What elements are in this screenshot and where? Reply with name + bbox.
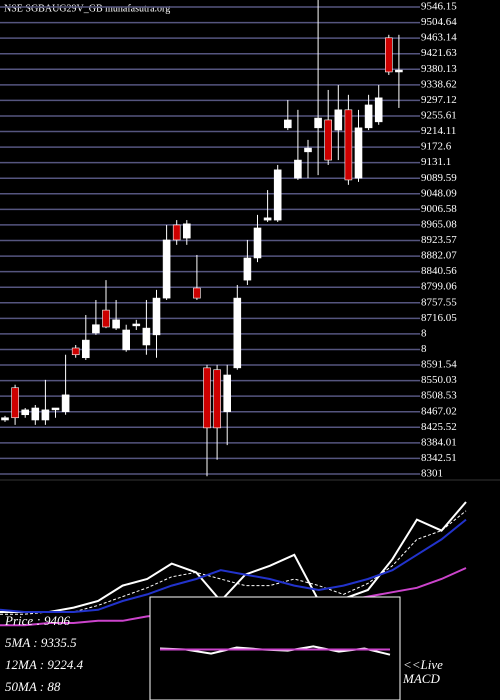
candle-body xyxy=(142,327,151,346)
series-line xyxy=(0,501,467,613)
candle-body xyxy=(172,224,181,241)
y-tick-label: 8840.56 xyxy=(421,265,457,277)
y-tick-label: 8799.06 xyxy=(421,281,457,293)
y-tick-label: 9380.13 xyxy=(421,63,457,75)
macd-label: <<Live xyxy=(403,657,443,672)
candle-body xyxy=(51,407,60,411)
candle-body xyxy=(21,409,30,416)
y-tick-label: 9131.1 xyxy=(421,156,451,168)
y-tick-label: 9421.63 xyxy=(421,47,457,59)
y-tick-label: 8923.57 xyxy=(421,234,457,246)
y-tick-label: 9504.64 xyxy=(421,16,457,28)
candle-body xyxy=(253,227,262,259)
y-tick-label: 8757.55 xyxy=(421,296,457,308)
candle-body xyxy=(193,287,201,299)
y-tick-label: 9463.14 xyxy=(421,32,457,44)
y-tick-label: 8 xyxy=(421,343,427,355)
y-tick-label: 9214.11 xyxy=(421,125,456,137)
y-tick-label: 8384.01 xyxy=(421,436,457,448)
candle-body xyxy=(61,394,70,413)
macd-label: MACD xyxy=(402,671,440,686)
candle-body xyxy=(283,119,292,129)
candle-body xyxy=(162,239,171,299)
candle-body xyxy=(152,297,161,336)
candles xyxy=(1,0,403,477)
y-tick-label: 9048.09 xyxy=(421,187,457,199)
candle-body xyxy=(395,69,403,73)
candle-body xyxy=(324,119,333,161)
y-tick-label: 8467.02 xyxy=(421,405,457,417)
y-tick-label: 9172.6 xyxy=(421,141,452,153)
legend-label: 5MA : 9335.5 xyxy=(5,635,77,650)
candle-body xyxy=(1,417,9,421)
candle-body xyxy=(82,339,90,359)
y-tick-label: 9546.15 xyxy=(421,1,457,13)
candle-body xyxy=(294,159,302,179)
candle-body xyxy=(334,109,343,131)
y-tick-label: 8550.03 xyxy=(421,374,457,386)
candle-body xyxy=(132,323,141,327)
candle-body xyxy=(384,37,393,73)
y-tick-label: 8965.08 xyxy=(421,218,457,230)
candle-body xyxy=(354,127,363,179)
candle-body xyxy=(41,409,50,421)
candle-body xyxy=(122,329,130,351)
candle-body xyxy=(112,319,120,329)
candle-body xyxy=(344,109,353,181)
candle-body xyxy=(71,347,80,356)
y-tick-label: 8716.05 xyxy=(421,312,457,324)
y-tick-label: 8591.54 xyxy=(421,359,457,371)
candle-body xyxy=(11,387,19,419)
candle-body xyxy=(263,217,272,221)
candle-body xyxy=(243,257,252,281)
candle-body xyxy=(92,324,100,334)
y-tick-label: 9089.59 xyxy=(421,172,457,184)
y-tick-label: 8301 xyxy=(421,468,443,480)
candle-body xyxy=(374,97,383,123)
legend-label: Price : 9406 xyxy=(4,613,70,628)
candle-body xyxy=(223,374,231,413)
candle-body xyxy=(183,223,191,239)
y-tick-label: 8 xyxy=(421,327,427,339)
y-tick-label: 9006.58 xyxy=(421,203,457,215)
y-tick-label: 9297.12 xyxy=(421,94,457,106)
candle-body xyxy=(233,297,242,369)
y-tick-label: 9338.62 xyxy=(421,78,457,90)
candle-body xyxy=(273,169,282,221)
candle-body xyxy=(213,369,221,429)
candle-body xyxy=(203,367,211,429)
candle-body xyxy=(31,407,40,421)
candle-body xyxy=(364,104,373,129)
y-tick-label: 8882.07 xyxy=(421,250,457,262)
y-tick-label: 8342.51 xyxy=(421,452,457,464)
y-tick-label: 8508.53 xyxy=(421,390,457,402)
candle-body xyxy=(102,309,110,328)
y-tick-label: 8425.52 xyxy=(421,421,457,433)
legend-label: 12MA : 9224.4 xyxy=(5,657,84,672)
candle-body xyxy=(304,147,312,153)
legend-label: 50MA : 88 xyxy=(5,679,61,694)
series-line xyxy=(0,518,467,613)
y-tick-label: 9255.61 xyxy=(421,109,457,121)
candle-body xyxy=(314,117,322,129)
chart-title: NSE SGBAUG29V_GB munafasutra.org xyxy=(4,3,170,14)
